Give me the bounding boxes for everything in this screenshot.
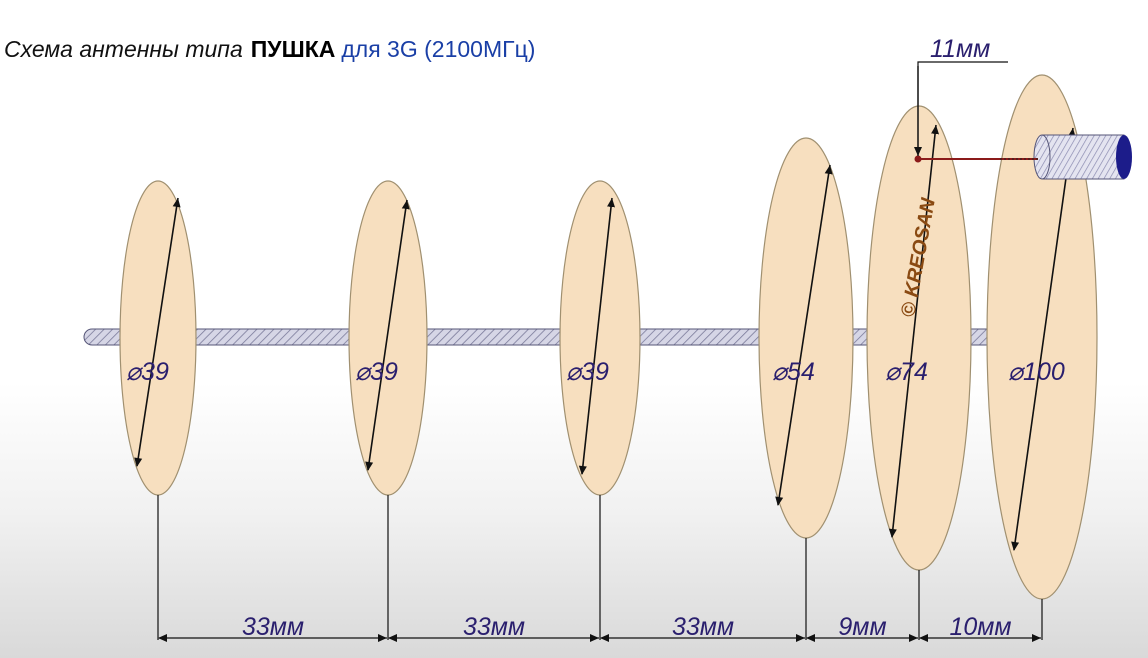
title-antenna-type: ПУШКА (250, 36, 336, 62)
diameter-arrow (1011, 127, 1076, 551)
diameter-label: ⌀74 (885, 358, 928, 386)
title-frequency: для 3G (2100МГц) (341, 36, 536, 62)
spacing-label: 33мм (463, 613, 525, 641)
diameter-arrow (578, 197, 616, 475)
title-prefix: Схема антенны типа (4, 36, 243, 62)
spacing-label: 33мм (242, 613, 304, 641)
diameter-label: ⌀54 (772, 358, 815, 386)
diameter-arrow (134, 197, 181, 467)
feed-point (914, 155, 922, 163)
disc-body (119, 180, 197, 496)
spacing-label: 10мм (949, 613, 1011, 641)
disc-2: ⌀39 (348, 180, 428, 640)
spacing-label: 33мм (672, 613, 734, 641)
diameter-label: ⌀39 (566, 358, 609, 386)
disc-body (348, 180, 428, 496)
diameter-arrow (888, 124, 940, 538)
disc-body (559, 180, 641, 496)
diameter-label: ⌀39 (126, 358, 169, 386)
spacing-2: 33мм (388, 613, 599, 642)
diameter-label: ⌀100 (1008, 358, 1065, 386)
spacing-5: 10мм (919, 613, 1041, 642)
feed-offset-label: 11мм (930, 35, 990, 63)
disc-5: ⌀74 (866, 105, 972, 640)
diameter-arrow (365, 199, 410, 471)
coax-cable (1033, 134, 1132, 180)
spacing-3: 33мм (600, 613, 805, 642)
diagram-title: Схема антенны типа ПУШКА для 3G (2100МГц) (4, 36, 535, 63)
disc-body (758, 137, 854, 539)
cable-end-cap (1116, 135, 1132, 179)
spacing-4: 9мм (806, 613, 918, 642)
spacing-1: 33мм (158, 613, 387, 642)
diameter-arrow (775, 164, 833, 506)
disc-4: ⌀54 (758, 137, 854, 640)
diameter-label: ⌀39 (355, 358, 398, 386)
spacing-label: 9мм (838, 613, 886, 641)
disc-body (866, 105, 972, 571)
disc-1: ⌀39 (119, 180, 197, 640)
spacing-dimensions: 33мм 33мм 33мм 9мм 10мм (158, 613, 1041, 642)
disc-6: ⌀100 (986, 74, 1098, 640)
disc-3: ⌀39 (559, 180, 641, 640)
discs-group: ⌀39 ⌀39 ⌀39 ⌀54 ⌀74 ⌀100 (119, 74, 1098, 640)
